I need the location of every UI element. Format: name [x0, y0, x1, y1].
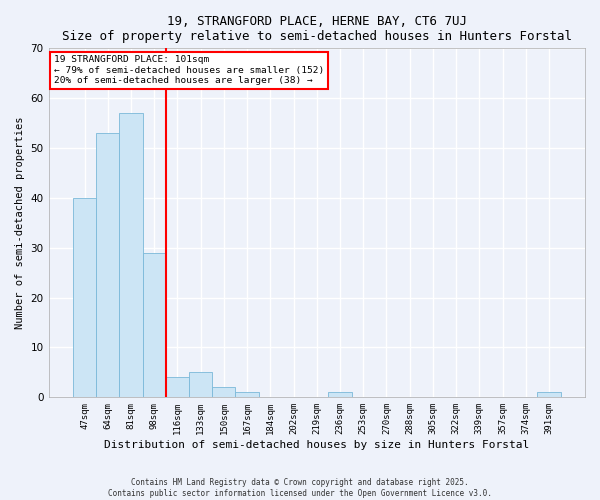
- Title: 19, STRANGFORD PLACE, HERNE BAY, CT6 7UJ
Size of property relative to semi-detac: 19, STRANGFORD PLACE, HERNE BAY, CT6 7UJ…: [62, 15, 572, 43]
- Text: 19 STRANGFORD PLACE: 101sqm
← 79% of semi-detached houses are smaller (152)
20% : 19 STRANGFORD PLACE: 101sqm ← 79% of sem…: [54, 56, 324, 85]
- Bar: [235, 392, 259, 398]
- Y-axis label: Number of semi-detached properties: Number of semi-detached properties: [15, 116, 25, 329]
- Bar: [189, 372, 212, 398]
- Bar: [166, 378, 189, 398]
- Bar: [143, 252, 166, 398]
- Bar: [212, 388, 235, 398]
- Bar: [328, 392, 352, 398]
- Text: Contains HM Land Registry data © Crown copyright and database right 2025.
Contai: Contains HM Land Registry data © Crown c…: [108, 478, 492, 498]
- Bar: [73, 198, 96, 398]
- X-axis label: Distribution of semi-detached houses by size in Hunters Forstal: Distribution of semi-detached houses by …: [104, 440, 529, 450]
- Bar: [538, 392, 560, 398]
- Bar: [119, 113, 143, 398]
- Bar: [96, 133, 119, 398]
